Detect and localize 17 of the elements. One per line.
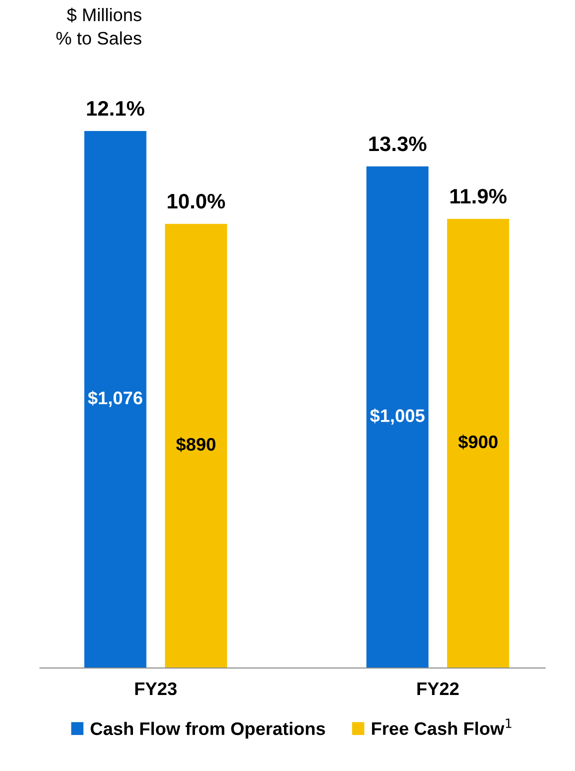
bar bbox=[366, 166, 428, 668]
x-tick-label: FY23 bbox=[135, 682, 177, 696]
legend-label: Cash Flow from Operations bbox=[90, 722, 325, 739]
data-label: $1,076 bbox=[88, 390, 142, 407]
annotation: 11.9% bbox=[450, 188, 507, 204]
bar bbox=[84, 131, 146, 668]
bar bbox=[164, 224, 228, 668]
data-label: $890 bbox=[176, 437, 216, 452]
annotation: 10.0% bbox=[168, 194, 225, 209]
data-label: $1,005 bbox=[370, 408, 425, 425]
annotation: 13.3% bbox=[369, 136, 426, 152]
x-tick-label: FY22 bbox=[417, 682, 459, 695]
text: 12.1% bbox=[87, 101, 144, 116]
data-label: $900 bbox=[458, 434, 498, 450]
chart-title: $ Millions % to Sales bbox=[56, 8, 142, 45]
legend-label: Free Cash Flow$^{1}$ bbox=[372, 718, 512, 735]
bar bbox=[447, 218, 510, 668]
